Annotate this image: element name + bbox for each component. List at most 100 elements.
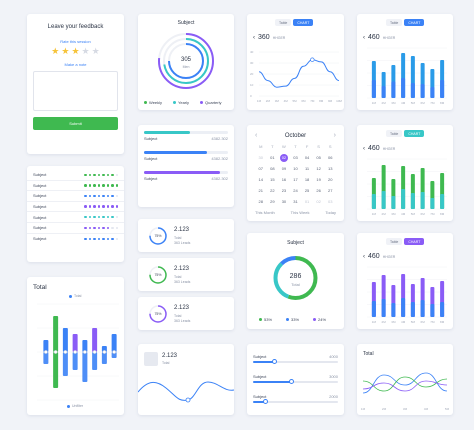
calendar-day[interactable]: 23: [281, 188, 287, 193]
list-item[interactable]: Subject: [27, 212, 124, 223]
progress-label: Subject: [144, 176, 158, 181]
submit-button[interactable]: Submit: [33, 117, 118, 130]
stat-label: Total: [174, 314, 182, 318]
tab-chart[interactable]: CHART: [404, 19, 425, 26]
bar: [420, 84, 425, 98]
total-card: Total Total Unfilter: [27, 277, 124, 415]
list-item[interactable]: Subject: [27, 223, 124, 234]
calendar-filter-link[interactable]: This Week: [290, 210, 310, 215]
calendar-day[interactable]: 25: [304, 188, 310, 193]
chevron-left-icon[interactable]: ‹: [253, 34, 255, 41]
calendar-day[interactable]: 17: [293, 177, 298, 182]
calendar-day[interactable]: 30: [281, 199, 287, 204]
tab-chart[interactable]: CHART: [404, 130, 425, 137]
calendar-day[interactable]: 19: [316, 177, 321, 182]
calendar-day[interactable]: 31: [293, 199, 298, 204]
weekday-label: S: [328, 144, 332, 149]
bar: [401, 189, 406, 209]
progress-ring: 75%: [149, 305, 167, 323]
tab-chart[interactable]: CHART: [293, 19, 314, 26]
rating-dot: [97, 226, 100, 230]
rating-dot: [93, 215, 96, 219]
rating-dot: [84, 237, 87, 241]
calendar-day[interactable]: 27: [327, 188, 333, 193]
calendar-day[interactable]: 14: [258, 177, 263, 182]
calendar-day[interactable]: 02: [279, 154, 288, 162]
calendar-filter-link[interactable]: This Month: [255, 210, 275, 215]
tab-table[interactable]: Table: [386, 238, 403, 245]
calendar-day[interactable]: 26: [316, 188, 321, 193]
slider-track[interactable]: [253, 399, 338, 404]
slider-handle[interactable]: [271, 359, 277, 364]
tab-table[interactable]: Table: [386, 130, 403, 137]
calendar-day[interactable]: 07: [258, 166, 263, 171]
calendar-day[interactable]: 05: [316, 155, 321, 160]
chevron-left-icon[interactable]: ‹: [363, 34, 365, 41]
calendar-filter-link[interactable]: Today: [325, 210, 336, 215]
calendar-day[interactable]: 01: [304, 199, 310, 204]
bar-positive: [82, 340, 88, 352]
note-textarea[interactable]: [33, 71, 118, 111]
list-item[interactable]: Subject: [27, 191, 124, 202]
x-tick-label: 3M: [391, 101, 396, 105]
calendar-day[interactable]: 21: [258, 188, 263, 193]
rating-dot: [88, 237, 91, 241]
star-icon[interactable]: ★: [61, 46, 70, 56]
calendar-day[interactable]: 12: [316, 166, 321, 171]
calendar-day[interactable]: 01: [270, 155, 275, 160]
legend-dot: [259, 318, 262, 321]
calendar-day[interactable]: 28: [258, 199, 263, 204]
chevron-left-icon[interactable]: ‹: [363, 253, 365, 260]
bar: [391, 303, 396, 317]
tab-table[interactable]: Table: [275, 19, 292, 26]
calendar-day[interactable]: 15: [270, 177, 275, 182]
star-rating[interactable]: ★ ★ ★ ★ ★: [27, 47, 124, 56]
star-icon[interactable]: ★: [91, 46, 100, 56]
calendar-day[interactable]: 30: [258, 155, 263, 160]
calendar-day[interactable]: 29: [270, 199, 275, 204]
calendar-day[interactable]: 03: [327, 199, 333, 204]
legend-item: Weekly: [144, 100, 162, 105]
series-line: [258, 59, 340, 88]
list-item[interactable]: Subject: [27, 234, 124, 245]
calendar-day[interactable]: 16: [281, 177, 287, 182]
calendar-day[interactable]: 13: [327, 166, 333, 171]
tab-chart[interactable]: CHART: [404, 238, 425, 245]
bar-negative: [101, 352, 107, 364]
metric-unit: HHGER: [382, 146, 396, 151]
prev-month-icon[interactable]: ‹: [255, 132, 258, 139]
calendar-day[interactable]: 08: [270, 166, 275, 171]
legend-dot: [286, 318, 290, 321]
calendar-day[interactable]: 02: [316, 199, 321, 204]
calendar-day[interactable]: 11: [304, 166, 310, 171]
list-item[interactable]: Subject: [27, 170, 124, 181]
calendar-day[interactable]: 04: [304, 155, 310, 160]
slider-handle[interactable]: [288, 379, 294, 384]
star-icon[interactable]: ★: [51, 46, 60, 56]
calendar-day[interactable]: 20: [327, 177, 333, 182]
list-item[interactable]: Subject: [27, 202, 124, 213]
chevron-left-icon[interactable]: ‹: [363, 145, 365, 152]
star-icon[interactable]: ★: [81, 46, 90, 56]
view-toggle: Table CHART: [386, 238, 425, 245]
calendar-day[interactable]: 24: [293, 188, 298, 193]
rating-dots: [84, 237, 118, 241]
calendar-day[interactable]: 18: [304, 177, 310, 182]
slider-handle[interactable]: [263, 399, 269, 404]
star-icon[interactable]: ★: [71, 46, 80, 56]
list-item[interactable]: Subject: [27, 181, 124, 192]
slider-track[interactable]: [253, 379, 338, 384]
slider-track[interactable]: [253, 359, 338, 364]
list-item-label: Subject: [33, 204, 47, 210]
rating-dot: [97, 237, 100, 241]
bar: [391, 196, 396, 209]
x-tick-label: 1M: [372, 101, 377, 105]
calendar-day[interactable]: 09: [281, 166, 287, 171]
calendar-day[interactable]: 22: [270, 188, 275, 193]
slider-label: Subject: [253, 354, 267, 359]
next-month-icon[interactable]: ›: [333, 132, 336, 139]
calendar-day[interactable]: 03: [293, 155, 298, 160]
tab-table[interactable]: Table: [386, 19, 403, 26]
calendar-day[interactable]: 06: [327, 155, 333, 160]
calendar-day[interactable]: 10: [293, 166, 298, 171]
